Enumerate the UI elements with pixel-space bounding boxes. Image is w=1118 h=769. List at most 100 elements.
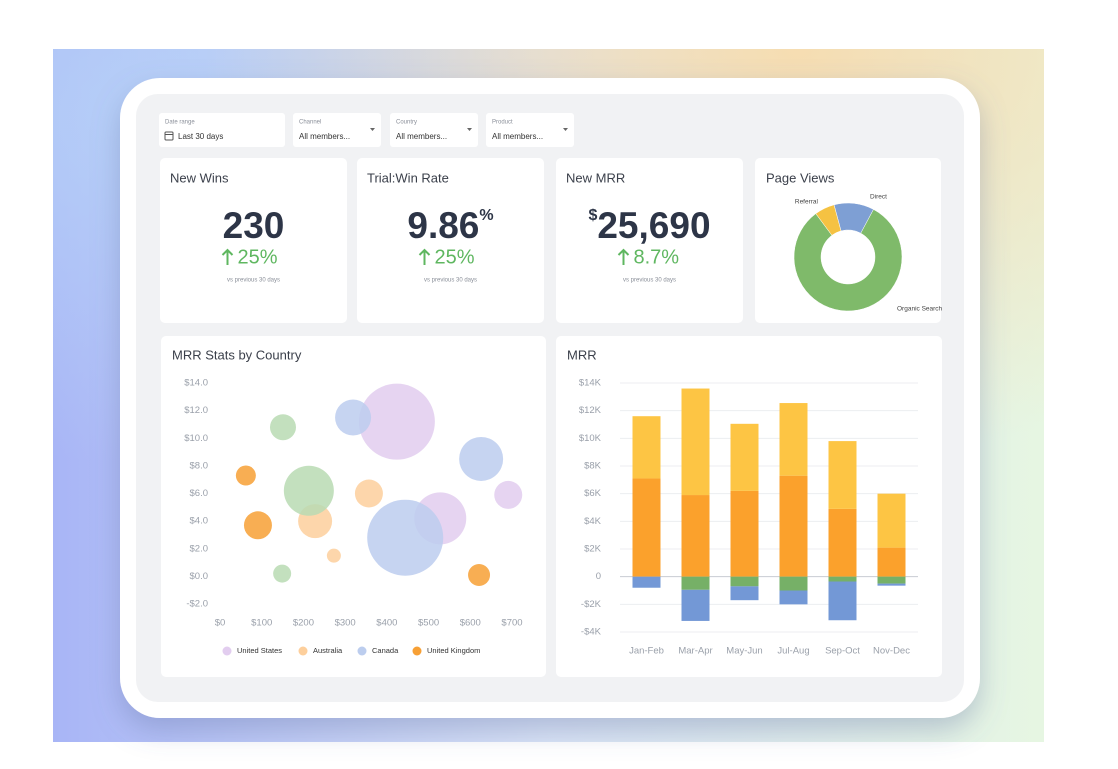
x-tick-label: Nov-Dec	[873, 646, 910, 657]
x-tick-label: $600	[460, 618, 481, 629]
bar-segment	[681, 388, 710, 496]
content: Date range Last 30 days Channel All members…	[159, 113, 943, 677]
filter-dropdown[interactable]: Date range Last 30 days	[159, 113, 285, 147]
up-arrow-icon	[221, 248, 234, 265]
filter-value: Last 30 days	[178, 132, 223, 141]
x-tick-label: $0	[215, 618, 226, 629]
bar-segment	[632, 416, 661, 479]
y-tick-label: $12K	[579, 405, 602, 416]
kpi-title: New Wins	[170, 170, 229, 185]
x-tick-label: $700	[501, 618, 522, 629]
pie-slice	[815, 204, 842, 236]
y-tick-label: -$2.0	[186, 599, 208, 610]
pie-label: Organic Search	[897, 306, 943, 313]
filter-box	[293, 113, 381, 147]
filter-box	[390, 113, 478, 147]
y-tick-label: $2.0	[190, 543, 209, 554]
legend-label: Canada	[372, 646, 399, 655]
y-tick-label: $0.0	[190, 571, 209, 582]
filter-label: Country	[396, 120, 417, 126]
kpi-note: vs previous 30 days	[623, 278, 676, 284]
bar-segment	[828, 441, 857, 509]
card	[160, 158, 347, 323]
bar-segment	[779, 576, 808, 591]
kpi-change: 25%	[435, 246, 475, 268]
bar-segment	[877, 547, 906, 577]
bubble	[235, 465, 256, 486]
legend-swatch	[412, 646, 422, 656]
kpi-suffix: %	[479, 207, 493, 224]
bar-segment	[828, 581, 857, 621]
y-tick-label: -$4K	[581, 627, 602, 638]
bar-segment	[632, 478, 661, 577]
bubble	[459, 436, 504, 481]
bubble	[326, 548, 341, 563]
bar-segment	[730, 586, 759, 601]
kpi-value: 9.86%	[407, 205, 493, 246]
x-tick-label: $200	[293, 618, 314, 629]
y-tick-label: 0	[596, 571, 601, 582]
bar-segment	[730, 490, 759, 577]
pie-label: Direct	[870, 194, 887, 201]
y-tick-label: $14K	[579, 378, 602, 389]
filter-dropdown[interactable]: Channel All members...	[293, 113, 381, 147]
x-tick-label: $400	[376, 618, 397, 629]
x-tick-label: Sep-Oct	[825, 646, 860, 657]
x-tick-label: $300	[335, 618, 356, 629]
bubble	[269, 414, 296, 441]
bubble	[358, 383, 435, 460]
up-arrow-icon	[617, 248, 630, 265]
bar-segment	[828, 508, 857, 577]
calendar-icon	[164, 131, 174, 141]
legend-swatch	[357, 646, 367, 656]
bubble	[335, 399, 372, 436]
x-tick-label: Mar-Apr	[678, 646, 712, 657]
chart-title: MRR	[567, 347, 597, 362]
bar-segment	[877, 493, 906, 548]
bar-segment	[779, 590, 808, 605]
kpi-number: 230	[223, 205, 285, 246]
kpi-change: 8.7%	[634, 246, 680, 268]
y-tick-label: $8K	[584, 461, 602, 472]
chart-title: MRR Stats by Country	[172, 347, 302, 362]
kpi-change: 25%	[238, 246, 278, 268]
legend-label: Australia	[313, 646, 343, 655]
bar-segment	[730, 423, 759, 491]
bar-segment	[681, 495, 710, 577]
bar-segment	[681, 576, 710, 590]
legend-swatch	[222, 646, 232, 656]
bar-segment	[779, 403, 808, 476]
filter-value: All members...	[299, 132, 350, 141]
dropdown-arrow	[370, 128, 375, 131]
bar-segment	[828, 576, 857, 582]
bubble	[468, 563, 491, 586]
pie-slice	[793, 209, 903, 312]
bar-segment	[779, 475, 808, 577]
up-arrow-icon	[418, 248, 431, 265]
y-tick-label: $10K	[579, 433, 602, 444]
card	[357, 158, 544, 323]
filter-label: Channel	[299, 120, 321, 126]
card	[161, 336, 546, 677]
y-tick-label: $4K	[584, 516, 602, 527]
filter-dropdown[interactable]: Product All members...	[486, 113, 574, 147]
bar-segment	[681, 589, 710, 621]
card	[556, 158, 743, 323]
pie-label: Referral	[795, 199, 819, 206]
filter-box	[486, 113, 574, 147]
filter-value: All members...	[492, 132, 543, 141]
bubble	[243, 511, 272, 540]
y-tick-label: $4.0	[190, 516, 209, 527]
y-tick-label: $12.0	[184, 405, 208, 416]
kpi-value: $25,690	[588, 205, 710, 246]
bubble	[283, 465, 334, 516]
y-tick-label: $8.0	[190, 460, 209, 471]
bubble	[367, 499, 444, 576]
bar-segment	[632, 576, 661, 588]
kpi-note: vs previous 30 days	[424, 278, 477, 284]
x-tick-label: $100	[251, 618, 272, 629]
legend-label: United States	[237, 646, 282, 655]
kpi-title: New MRR	[566, 170, 625, 185]
filter-dropdown[interactable]: Country All members...	[390, 113, 478, 147]
x-tick-label: $500	[418, 618, 439, 629]
